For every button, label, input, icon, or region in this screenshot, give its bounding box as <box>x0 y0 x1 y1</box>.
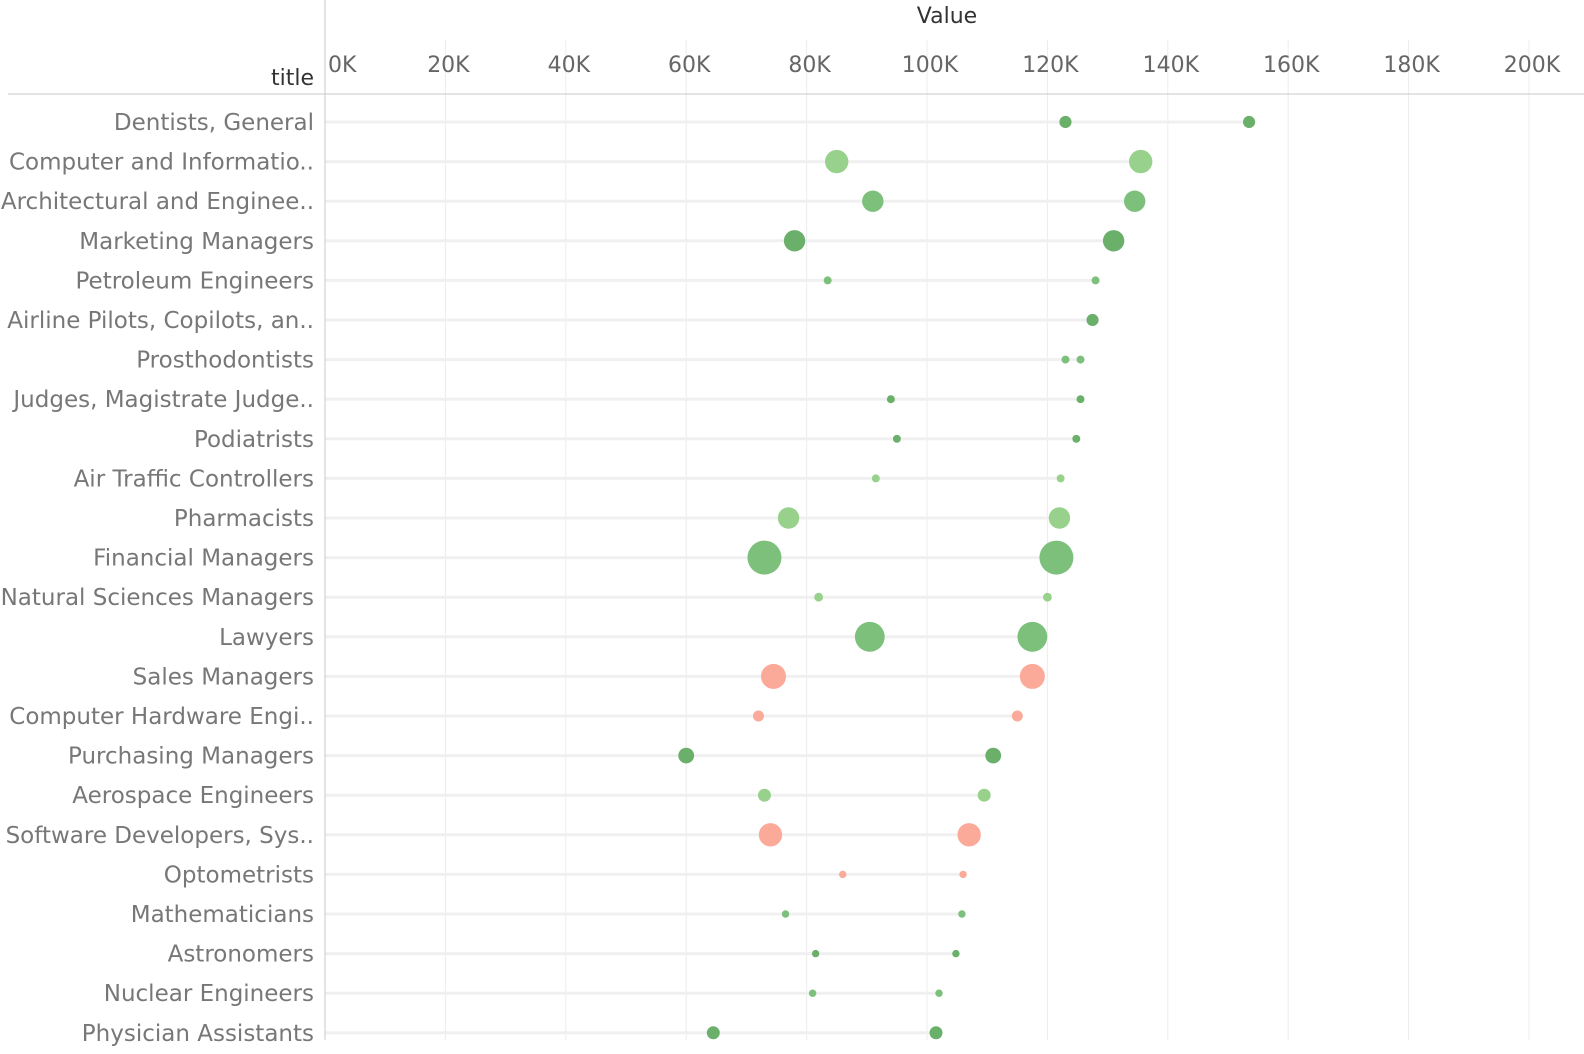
row-label: Astronomers <box>168 942 314 968</box>
high-value-point <box>952 949 960 958</box>
x-tick-label: 20K <box>427 53 470 78</box>
x-tick-label: 180K <box>1383 53 1440 78</box>
x-tick-label: 80K <box>788 53 831 78</box>
high-value-point <box>1086 313 1099 327</box>
x-tick-label: 40K <box>548 53 591 78</box>
low-value-point <box>811 949 820 958</box>
high-value-point <box>1123 190 1146 212</box>
high-value-point <box>1043 592 1052 602</box>
high-value-point <box>1076 395 1085 404</box>
high-value-point <box>957 823 981 847</box>
low-value-point <box>758 823 783 847</box>
low-value-point <box>1061 355 1070 364</box>
low-value-point <box>757 788 771 802</box>
row-label: Aerospace Engineers <box>72 783 314 809</box>
row-label: Computer and Informatio.. <box>9 150 314 176</box>
high-value-point <box>929 1026 943 1040</box>
row-label: Nuclear Engineers <box>104 981 314 1007</box>
low-value-point <box>839 870 847 879</box>
low-value-point <box>814 592 824 602</box>
high-value-point <box>1076 355 1085 364</box>
high-value-point <box>985 747 1002 764</box>
low-value-point <box>862 190 884 212</box>
row-label: Air Traffic Controllers <box>74 466 314 492</box>
low-value-point <box>706 1026 720 1040</box>
row-label: Optometrists <box>164 862 314 888</box>
connectors <box>325 120 1250 1035</box>
gridlines <box>324 40 1530 1040</box>
low-value-point <box>854 621 885 652</box>
low-value-point <box>823 276 832 285</box>
low-value-point <box>886 395 895 404</box>
high-value-point <box>935 989 943 997</box>
x-tick-label: 160K <box>1263 53 1320 78</box>
x-axis-ticks: 0K 20K 40K 60K 80K 100K 120K 140K 160K 180K 200K <box>328 53 1561 78</box>
row-label: Physician Assistants <box>82 1021 314 1047</box>
x-tick-label: 140K <box>1143 53 1200 78</box>
high-value-point <box>977 788 991 802</box>
high-value-point <box>1129 149 1153 174</box>
high-value-point <box>1102 230 1125 252</box>
high-value-point <box>1091 276 1100 285</box>
x-tick-label: 60K <box>668 53 711 78</box>
chart-frame <box>8 0 1584 1040</box>
low-value-point <box>1059 115 1072 129</box>
high-value-point <box>958 910 966 918</box>
row-label: Prosthodontists <box>136 348 314 374</box>
row-label: Lawyers <box>219 625 314 651</box>
row-label: Software Developers, Sys.. <box>6 823 314 849</box>
row-label: Petroleum Engineers <box>76 268 315 294</box>
x-tick-label: 120K <box>1022 53 1079 78</box>
low-value-point <box>747 540 782 575</box>
x-tick-label: 100K <box>902 53 959 78</box>
high-value-point <box>1056 474 1065 483</box>
row-label: Financial Managers <box>93 546 314 572</box>
row-header-title: title <box>271 66 314 91</box>
row-label: Airline Pilots, Copilots, an.. <box>7 308 314 334</box>
low-value-point <box>808 989 817 997</box>
row-label: Mathematicians <box>131 902 314 928</box>
high-value-point <box>1048 507 1071 529</box>
row-label: Marketing Managers <box>79 229 314 255</box>
x-axis-title: Value <box>917 4 977 29</box>
high-value-point <box>1039 540 1074 575</box>
row-label: Sales Managers <box>133 664 314 690</box>
row-label: Natural Sciences Managers <box>1 585 314 611</box>
high-value-point <box>1242 115 1256 129</box>
x-tick-label: 0K <box>328 53 357 78</box>
row-label: Computer Hardware Engi.. <box>9 704 314 730</box>
row-label: Architectural and Enginee.. <box>1 189 314 215</box>
row-labels: Dentists, General Computer and Informatio… <box>1 110 314 1047</box>
high-value-point <box>1011 710 1023 722</box>
low-value-point <box>783 230 806 252</box>
high-value-point <box>1017 621 1048 652</box>
row-label: Pharmacists <box>174 506 314 532</box>
row-label: Dentists, General <box>114 110 314 136</box>
low-value-point <box>892 434 901 443</box>
high-value-point <box>959 870 967 879</box>
row-label: Judges, Magistrate Judge.. <box>11 387 314 413</box>
low-value-point <box>781 910 790 918</box>
row-label: Purchasing Managers <box>68 744 314 770</box>
row-label: Podiatrists <box>194 427 314 453</box>
low-value-point <box>871 474 880 483</box>
low-value-point <box>760 663 787 689</box>
low-value-point <box>752 710 764 722</box>
high-value-point <box>1019 663 1045 689</box>
x-tick-label: 200K <box>1504 53 1561 78</box>
low-value-point <box>825 149 849 174</box>
low-value-point <box>777 507 800 529</box>
low-value-point <box>678 747 695 764</box>
data-points <box>678 115 1256 1040</box>
high-value-point <box>1072 434 1081 443</box>
